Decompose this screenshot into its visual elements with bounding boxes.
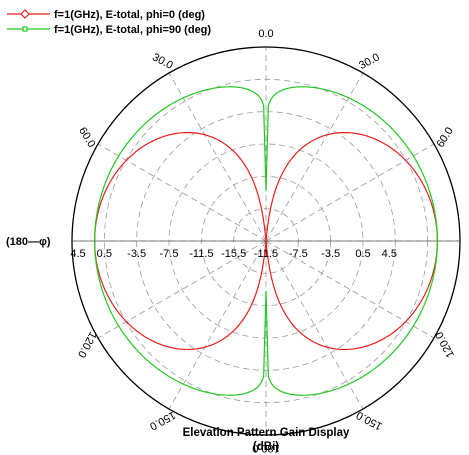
chart-title: Elevation Pattern Gain Display <box>183 427 350 439</box>
series-layer <box>94 86 438 396</box>
radial-tick-label: 4.5 <box>382 248 397 260</box>
radial-tick-label: -7.5 <box>160 248 179 260</box>
legend-marker-series-1 <box>20 9 30 19</box>
angle-label: 30.0 <box>150 51 175 72</box>
radial-tick-label: 0.5 <box>97 248 112 260</box>
series-line-2 <box>94 86 438 396</box>
radial-tick-label: 4.5 <box>70 248 85 260</box>
angle-label: 120.0 <box>75 330 99 360</box>
grid-spoke <box>168 240 267 410</box>
legend-marker-series-2 <box>22 26 28 32</box>
side-label-left: (180—φ) <box>6 236 51 248</box>
radial-tick-label: -3.5 <box>321 248 340 260</box>
angle-label: 120.0 <box>433 330 457 360</box>
grid-spoke <box>265 72 364 242</box>
angle-label: 60.0 <box>76 125 98 150</box>
angle-label: 60.0 <box>434 125 456 150</box>
legend: f=1(GHz), E-total, phi=0 (deg) f=1(GHz),… <box>7 9 211 36</box>
radial-tick-label: -15.5 <box>221 248 246 260</box>
angle-label: 180.0 <box>252 442 280 454</box>
series-line-1 <box>94 131 438 351</box>
legend-label-series-2: f=1(GHz), E-total, phi=90 (deg) <box>54 24 211 36</box>
radial-tick-label: -11.5 <box>189 248 213 260</box>
axis-labels: 4.5 0.5 -3.5 -7.5 -11.5 -15.5 -11.5 -7.5 -3.5 0.5… <box>6 28 457 454</box>
radial-tick-label: -11.5 <box>254 248 278 260</box>
radial-tick-label: -3.5 <box>127 248 146 260</box>
angle-label: 30.0 <box>357 51 382 72</box>
radial-tick-label: -7.5 <box>289 248 308 260</box>
chart-unit-label: (dBi) <box>253 441 279 453</box>
legend-label-series-1: f=1(GHz), E-total, phi=0 (deg) <box>54 9 205 21</box>
angle-label: 150.0 <box>148 409 178 433</box>
radial-tick-label: 0.5 <box>355 248 370 260</box>
angle-label: 150.0 <box>354 409 384 433</box>
angle-label: 0.0 <box>258 28 273 40</box>
